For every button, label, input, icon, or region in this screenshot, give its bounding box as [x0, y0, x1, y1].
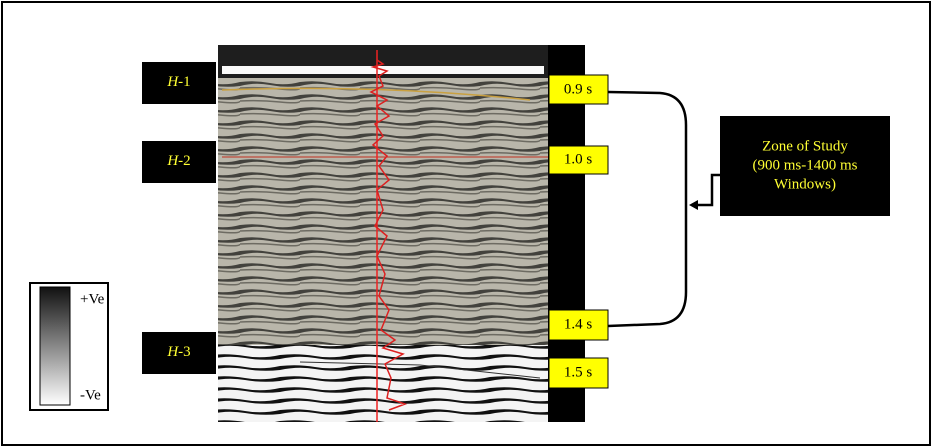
seismic-section — [218, 45, 585, 422]
legend-label: +Ve — [80, 291, 105, 307]
horizon-box — [142, 141, 216, 183]
time-box — [548, 357, 609, 389]
time-label: 1.0 s — [564, 151, 593, 167]
horizon-label: H-1 — [166, 74, 190, 90]
time-label: 0.9 s — [564, 81, 593, 97]
horizon-box — [142, 332, 216, 374]
time-label: 1.5 s — [564, 364, 593, 380]
horizon-labels: H-1 H-2 H-3 — [142, 62, 216, 374]
legend-label: -Ve — [80, 387, 101, 403]
zone-text: Zone of Study — [762, 138, 848, 154]
horizon-box — [142, 62, 216, 104]
time-box — [548, 309, 609, 341]
arrow-head — [689, 200, 698, 210]
legend: +Ve -Ve — [29, 282, 109, 411]
horizon-label: H-3 — [166, 344, 190, 360]
zone-text: (900 ms-1400 ms — [753, 157, 858, 173]
arrow — [697, 173, 720, 207]
time-label: 1.4 s — [564, 316, 593, 332]
time-box — [548, 145, 609, 175]
time-box — [548, 74, 609, 105]
color-scale — [39, 286, 71, 406]
horizon-label: H-2 — [166, 153, 190, 169]
bracket — [607, 90, 688, 328]
time-labels: 0.9 s 1.0 s 1.4 s 1.5 s — [548, 74, 609, 389]
zone-box — [720, 116, 890, 216]
zone-text: Windows) — [774, 176, 836, 192]
